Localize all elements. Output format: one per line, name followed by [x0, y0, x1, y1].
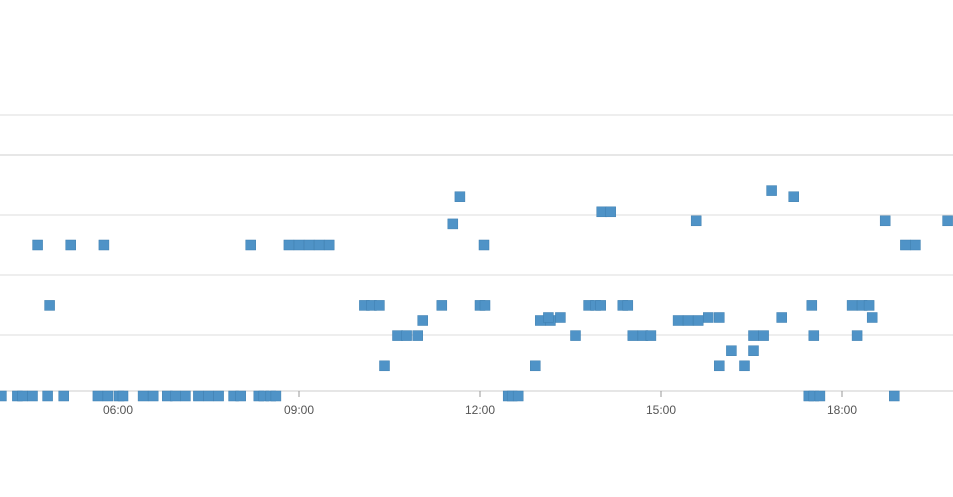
data-point[interactable] — [417, 315, 428, 326]
data-point[interactable] — [313, 239, 325, 251]
x-tick-label: 06:00 — [103, 403, 133, 417]
data-point[interactable] — [117, 390, 129, 402]
data-point[interactable] — [283, 239, 295, 251]
data-point[interactable] — [478, 239, 490, 251]
data-point[interactable] — [180, 390, 191, 402]
data-point[interactable] — [739, 360, 750, 372]
data-point[interactable] — [392, 330, 403, 341]
data-point[interactable] — [570, 330, 581, 341]
data-point[interactable] — [776, 312, 787, 323]
data-point[interactable] — [942, 215, 953, 227]
data-points — [0, 185, 953, 402]
data-point[interactable] — [555, 312, 566, 323]
data-point[interactable] — [690, 215, 702, 227]
data-point[interactable] — [806, 300, 818, 311]
data-point[interactable] — [193, 390, 204, 402]
data-point[interactable] — [879, 215, 891, 227]
data-point[interactable] — [788, 191, 799, 202]
data-point[interactable] — [447, 218, 459, 230]
data-point[interactable] — [213, 390, 224, 402]
data-point[interactable] — [866, 312, 878, 323]
x-axis: 06:00 09:00 12:00 15:00 18:00 — [0, 390, 953, 417]
data-point[interactable] — [543, 312, 554, 323]
data-point[interactable] — [436, 300, 448, 311]
data-point[interactable] — [622, 300, 634, 311]
data-point[interactable] — [627, 330, 639, 341]
data-point[interactable] — [726, 345, 737, 356]
data-point[interactable] — [303, 239, 315, 251]
data-point[interactable] — [454, 191, 466, 202]
data-point[interactable] — [846, 300, 858, 311]
grid-lines — [0, 114, 953, 336]
data-point[interactable] — [682, 315, 694, 326]
data-point[interactable] — [44, 300, 55, 311]
data-point[interactable] — [889, 390, 900, 402]
data-point[interactable] — [323, 239, 335, 251]
x-tick-label: 09:00 — [284, 403, 314, 417]
x-tick-label: 18:00 — [827, 403, 857, 417]
data-point[interactable] — [17, 390, 28, 402]
data-point[interactable] — [758, 330, 769, 341]
data-point[interactable] — [714, 312, 725, 323]
data-point[interactable] — [479, 300, 491, 311]
data-point[interactable] — [714, 360, 725, 372]
data-point[interactable] — [270, 390, 282, 402]
data-point[interactable] — [703, 312, 714, 323]
data-point[interactable] — [401, 330, 412, 341]
data-point[interactable] — [851, 330, 863, 341]
data-point[interactable] — [512, 390, 524, 402]
data-point[interactable] — [58, 390, 69, 402]
data-point[interactable] — [147, 390, 159, 402]
data-point[interactable] — [692, 315, 704, 326]
data-point[interactable] — [863, 300, 875, 311]
data-point[interactable] — [595, 300, 606, 311]
data-point[interactable] — [245, 239, 256, 251]
data-point[interactable] — [92, 390, 104, 402]
data-point[interactable] — [65, 239, 76, 251]
data-point[interactable] — [900, 239, 911, 251]
data-point[interactable] — [293, 239, 305, 251]
data-point[interactable] — [235, 390, 246, 402]
data-point[interactable] — [42, 390, 53, 402]
data-point[interactable] — [748, 345, 759, 356]
data-point[interactable] — [530, 360, 541, 372]
data-point[interactable] — [379, 360, 390, 372]
data-point[interactable] — [766, 185, 777, 196]
data-point[interactable] — [672, 315, 684, 326]
data-point[interactable] — [32, 239, 43, 251]
data-point[interactable] — [137, 390, 149, 402]
x-tick-label: 15:00 — [646, 403, 676, 417]
data-point[interactable] — [170, 390, 181, 402]
data-point[interactable] — [98, 239, 110, 251]
data-point[interactable] — [645, 330, 657, 341]
data-point[interactable] — [412, 330, 423, 341]
x-tick-label: 12:00 — [465, 403, 495, 417]
data-point[interactable] — [910, 239, 921, 251]
data-point[interactable] — [808, 330, 820, 341]
data-point[interactable] — [605, 206, 616, 218]
data-point[interactable] — [374, 300, 385, 311]
data-point[interactable] — [27, 390, 38, 402]
data-point[interactable] — [0, 390, 7, 402]
data-point[interactable] — [596, 206, 607, 218]
data-point[interactable] — [203, 390, 214, 402]
data-point[interactable] — [814, 390, 826, 402]
data-point[interactable] — [102, 390, 114, 402]
data-point[interactable] — [748, 330, 759, 341]
